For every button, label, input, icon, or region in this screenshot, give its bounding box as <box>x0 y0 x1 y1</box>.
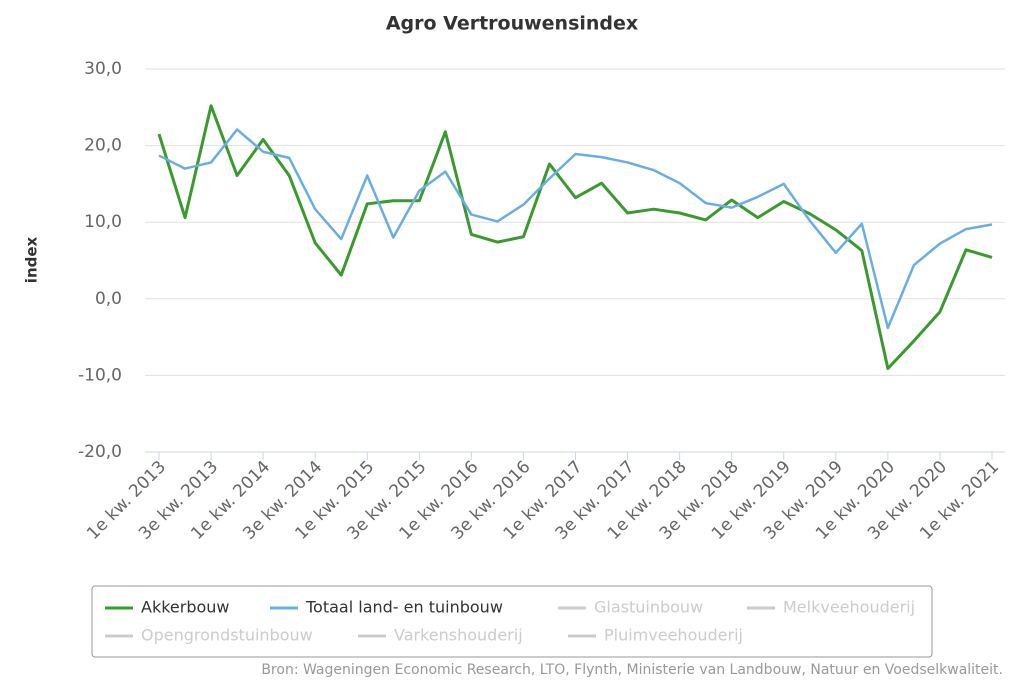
data-line <box>158 128 993 330</box>
y-tick-label: 20,0 <box>84 136 122 156</box>
legend-label[interactable]: Melkveehouderij <box>783 598 915 617</box>
legend-label[interactable]: Varkenshouderij <box>394 626 523 645</box>
legend-box <box>91 585 933 658</box>
y-tick-label: 30,0 <box>84 59 122 79</box>
y-tick-label: 0,0 <box>95 289 122 309</box>
legend-label[interactable]: Pluimveehouderij <box>604 626 743 645</box>
y-axis-title: index <box>23 236 41 283</box>
legend-label[interactable]: Opengrondstuinbouw <box>141 626 313 645</box>
y-tick-label: -10,0 <box>78 365 122 385</box>
legend-label[interactable]: Glastuinbouw <box>594 598 703 617</box>
source-note: Bron: Wageningen Economic Research, LTO,… <box>261 662 1003 678</box>
legend-label[interactable]: Akkerbouw <box>141 598 230 617</box>
y-tick-label: -20,0 <box>78 442 122 462</box>
legend-label[interactable]: Totaal land- en tuinbouw <box>305 598 503 617</box>
y-tick-label: 10,0 <box>84 212 122 232</box>
data-line <box>157 104 993 371</box>
chart-title: Agro Vertrouwensindex <box>386 13 638 35</box>
